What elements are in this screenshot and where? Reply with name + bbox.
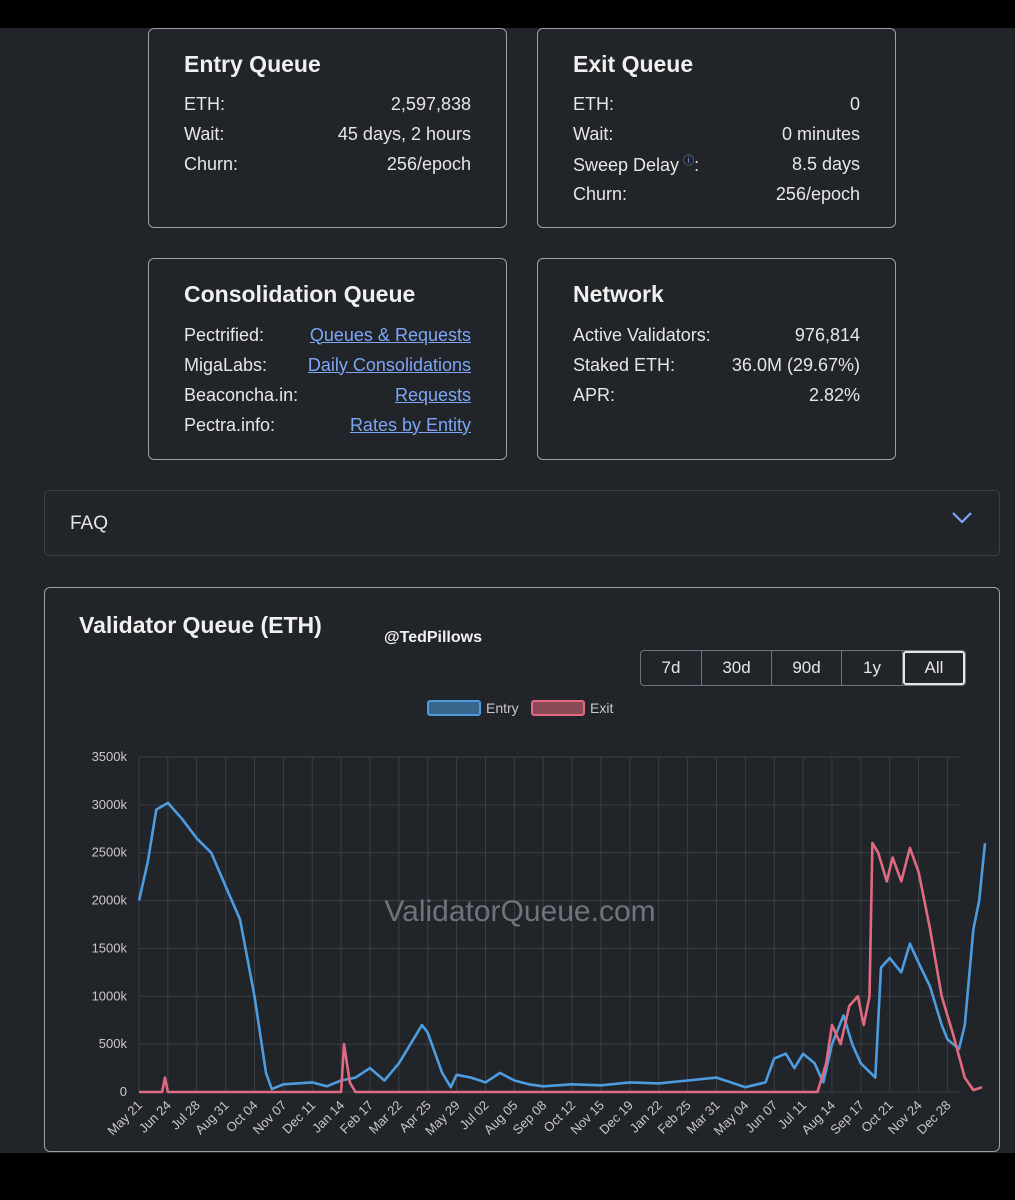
y-tick-label: 1000k: [92, 988, 128, 1003]
entry-eth-label: ETH:: [184, 93, 226, 114]
exit-churn-row: Churn: 256/epoch: [573, 179, 860, 209]
chart-legend: Entry Exit: [427, 700, 613, 716]
entry-wait-row: Wait: 45 days, 2 hours: [184, 119, 471, 149]
legend-swatch-exit: [531, 700, 585, 716]
entry-eth-value: 2,597,838: [390, 93, 471, 114]
series-line-entry: [137, 801, 987, 1091]
active-validators-row: Active Validators: 976,814: [573, 320, 860, 350]
chart-series: [137, 801, 987, 1094]
pectra-info-label: Pectra.info:: [184, 414, 276, 435]
active-validators-value: 976,814: [794, 324, 860, 345]
info-icon[interactable]: ⓘ: [683, 155, 695, 167]
entry-queue-title: Entry Queue: [184, 51, 321, 77]
validator-queue-chart-card: 0 500k 1000k 1500k 2000k 2500k 3000k 3500k May …: [44, 587, 1000, 1152]
entry-churn-label: Churn:: [184, 153, 239, 174]
y-tick-label: 0: [120, 1084, 127, 1099]
rates-by-entity-link[interactable]: Rates by Entity: [349, 414, 471, 435]
entry-wait-label: Wait:: [184, 123, 225, 144]
x-tick-label: Jun 07: [742, 1098, 780, 1136]
beaconchain-label: Beaconcha.in:: [184, 384, 299, 405]
series-line-exit: [139, 841, 983, 1094]
network-title: Network: [573, 281, 664, 307]
legend-label-exit: Exit: [590, 700, 613, 716]
exit-sweep-delay-row: Sweep Delay ⓘ: 8.5 days: [573, 149, 860, 179]
daily-consolidations-link[interactable]: Daily Consolidations: [307, 354, 471, 375]
migalabs-row: MigaLabs: Daily Consolidations: [184, 350, 471, 380]
x-tick-label: May 21: [104, 1098, 145, 1139]
entry-eth-row: ETH: 2,597,838: [184, 89, 471, 119]
active-validators-label: Active Validators:: [573, 324, 711, 345]
range-7d-button[interactable]: 7d: [641, 651, 702, 685]
watermark-text: ValidatorQueue.com: [384, 895, 655, 928]
exit-wait-label: Wait:: [573, 123, 614, 144]
entry-churn-row: Churn: 256/epoch: [184, 149, 471, 179]
range-selector: 7d 30d 90d 1y All: [640, 650, 966, 686]
x-tick-label: Mar 22: [366, 1098, 405, 1137]
author-handle: @TedPillows: [384, 629, 482, 646]
y-tick-label: 2500k: [92, 845, 128, 860]
faq-accordion[interactable]: FAQ: [44, 490, 1000, 556]
exit-wait-row: Wait: 0 minutes: [573, 119, 860, 149]
y-tick-label: 2000k: [92, 893, 128, 908]
range-30d-button[interactable]: 30d: [702, 651, 772, 685]
legend-label-entry: Entry: [486, 700, 519, 716]
exit-queue-title: Exit Queue: [573, 51, 694, 77]
range-90d-button[interactable]: 90d: [772, 651, 842, 685]
pectra-info-row: Pectra.info: Rates by Entity: [184, 410, 471, 440]
exit-sweep-delay-label-group: Sweep Delay ⓘ:: [573, 152, 699, 176]
y-axis-ticks: 0 500k 1000k 1500k 2000k 2500k 3000k 3500k: [92, 749, 128, 1099]
staked-eth-value: 36.0M (29.67%): [731, 354, 860, 375]
legend-swatch-entry: [427, 700, 481, 716]
exit-queue-card: Exit Queue ETH: 0 Wait: 0 minutes Sweep …: [537, 28, 896, 228]
range-1y-button[interactable]: 1y: [842, 651, 903, 685]
queues-requests-link[interactable]: Queues & Requests: [309, 324, 471, 345]
apr-row: APR: 2.82%: [573, 380, 860, 410]
apr-label: APR:: [573, 384, 616, 405]
chart-title: Validator Queue (ETH): [79, 612, 322, 638]
faq-label: FAQ: [70, 513, 109, 534]
y-tick-label: 1500k: [92, 940, 128, 955]
staked-eth-label: Staked ETH:: [573, 354, 676, 375]
consolidation-queue-card: Consolidation Queue Pectrified: Queues &…: [148, 258, 507, 460]
exit-eth-label: ETH:: [573, 93, 615, 114]
validator-queue-chart: 0 500k 1000k 1500k 2000k 2500k 3000k 3500k May …: [92, 700, 987, 1139]
y-tick-label: 3000k: [92, 797, 128, 812]
chevron-down-icon[interactable]: [951, 511, 973, 525]
exit-churn-label: Churn:: [573, 183, 628, 204]
migalabs-label: MigaLabs:: [184, 354, 268, 375]
entry-churn-value: 256/epoch: [386, 153, 471, 174]
x-tick-label: Dec 11: [279, 1098, 318, 1137]
entry-wait-value: 45 days, 2 hours: [337, 123, 471, 144]
requests-link[interactable]: Requests: [394, 384, 471, 405]
network-card: Network Active Validators: 976,814 Stake…: [537, 258, 896, 460]
exit-churn-value: 256/epoch: [775, 183, 860, 204]
pectrified-row: Pectrified: Queues & Requests: [184, 320, 471, 350]
chart-grid: [138, 756, 959, 1093]
y-tick-label: 3500k: [92, 749, 128, 764]
range-all-button[interactable]: All: [903, 651, 965, 685]
app-page: Entry Queue ETH: 2,597,838 Wait: 45 days…: [0, 28, 1015, 1153]
staked-eth-row: Staked ETH: 36.0M (29.67%): [573, 350, 860, 380]
y-tick-label: 500k: [99, 1036, 128, 1051]
exit-eth-row: ETH: 0: [573, 89, 860, 119]
exit-sweep-delay-suffix: :: [694, 155, 700, 175]
consolidation-queue-title: Consolidation Queue: [184, 281, 416, 307]
exit-eth-value: 0: [849, 93, 860, 114]
x-tick-label: Jun 24: [136, 1098, 174, 1136]
exit-wait-value: 0 minutes: [781, 123, 860, 144]
exit-sweep-delay-value: 8.5 days: [791, 153, 860, 174]
exit-sweep-delay-label: Sweep Delay: [573, 155, 680, 175]
entry-queue-card: Entry Queue ETH: 2,597,838 Wait: 45 days…: [148, 28, 507, 228]
pectrified-label: Pectrified:: [184, 324, 265, 345]
beaconchain-row: Beaconcha.in: Requests: [184, 380, 471, 410]
apr-value: 2.82%: [808, 384, 860, 405]
